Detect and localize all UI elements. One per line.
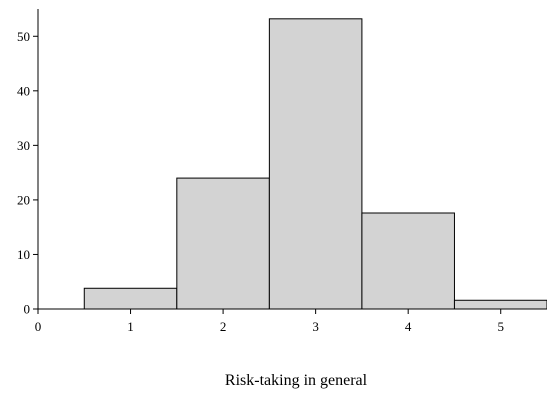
bar-4	[361, 212, 455, 310]
y-ticks-group: 0 10 20 30 40 50	[17, 29, 38, 317]
x-tick-label-1: 1	[127, 319, 134, 334]
x-tick-label-0: 0	[35, 319, 42, 334]
x-tick-label-5: 5	[497, 319, 504, 334]
bar-2	[176, 177, 270, 310]
x-tick-label-3: 3	[312, 319, 319, 334]
y-tick-label-20: 20	[17, 192, 30, 207]
x-tick-label-4: 4	[405, 319, 412, 334]
x-tick-label-2: 2	[220, 319, 227, 334]
y-tick-label-50: 50	[17, 29, 30, 44]
bar-1	[83, 287, 178, 310]
y-tick-label-30: 30	[17, 138, 30, 153]
bars-group	[83, 18, 547, 310]
bar-5	[453, 299, 547, 310]
y-tick-label-0: 0	[24, 302, 31, 317]
x-axis-title: Risk-taking in general	[225, 372, 368, 389]
y-tick-label-40: 40	[17, 83, 30, 98]
bar-3	[268, 18, 363, 310]
x-ticks-group: 0 1 2 3 4 5	[35, 309, 504, 334]
y-tick-label-10: 10	[17, 247, 30, 262]
